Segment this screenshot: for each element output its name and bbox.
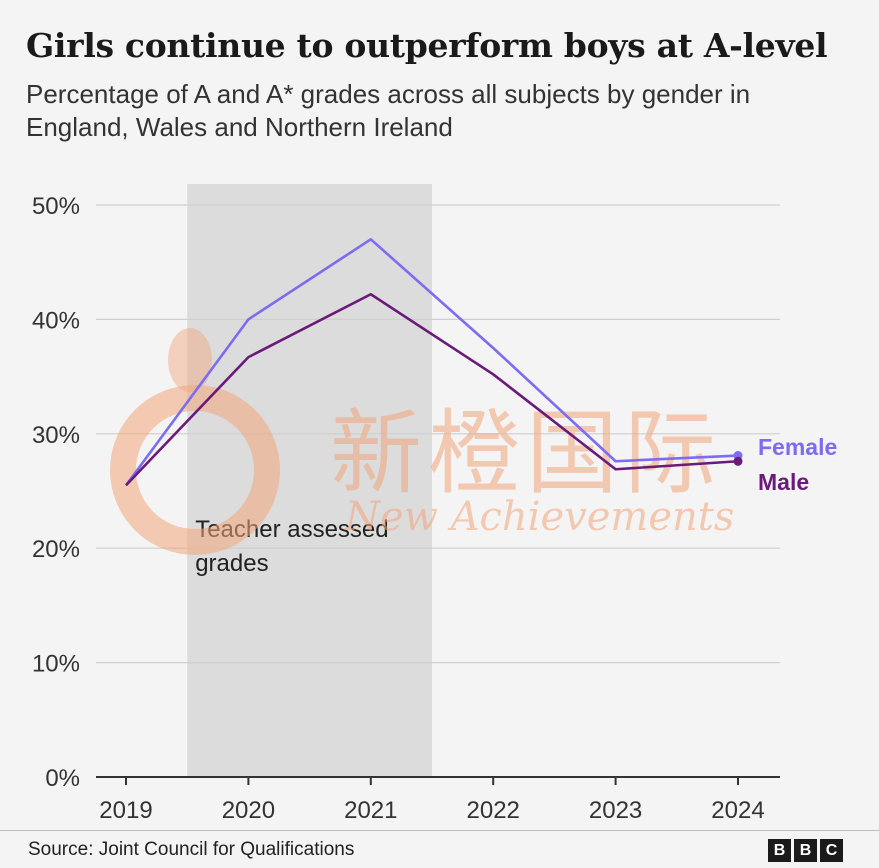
bbc-logo-letter: C xyxy=(820,839,843,862)
shaded-period-band xyxy=(187,184,432,777)
annotation-label: grades xyxy=(195,550,268,577)
y-tick-label: 50% xyxy=(32,193,80,220)
footer: Source: Joint Council for Qualifications… xyxy=(0,830,879,868)
series-label: Female xyxy=(758,434,837,460)
source-note: Source: Joint Council for Qualifications xyxy=(28,839,355,860)
y-tick-label: 0% xyxy=(45,765,80,792)
bbc-logo-letter: B xyxy=(768,839,791,862)
watermark-text-en: New Achievements xyxy=(344,494,734,540)
y-tick-label: 10% xyxy=(32,651,80,678)
chart-title: Girls continue to outperform boys at A-l… xyxy=(26,26,828,65)
series-line-female xyxy=(124,238,739,487)
x-tick-label: 2020 xyxy=(222,797,275,824)
chart-subtitle: Percentage of A and A* grades across all… xyxy=(26,79,751,142)
watermark-orange-icon xyxy=(110,385,280,555)
y-tick-label: 40% xyxy=(32,307,80,334)
series-line-male xyxy=(125,292,739,487)
bbc-logo-letter: B xyxy=(794,839,817,862)
x-tick-label: 2024 xyxy=(711,797,764,824)
series-end-point xyxy=(733,456,743,466)
x-tick-label: 2022 xyxy=(467,797,520,824)
watermark-text-cn: 新橙国际 xyxy=(330,400,722,507)
watermark-leaf-icon xyxy=(168,328,212,392)
series-label: Male xyxy=(758,469,809,495)
x-tick-label: 2023 xyxy=(589,797,642,824)
y-tick-label: 30% xyxy=(32,422,80,449)
x-tick-label: 2021 xyxy=(344,797,397,824)
x-tick-label: 2019 xyxy=(99,797,152,824)
y-tick-label: 20% xyxy=(32,536,80,563)
bbc-logo: B B C xyxy=(768,839,843,862)
